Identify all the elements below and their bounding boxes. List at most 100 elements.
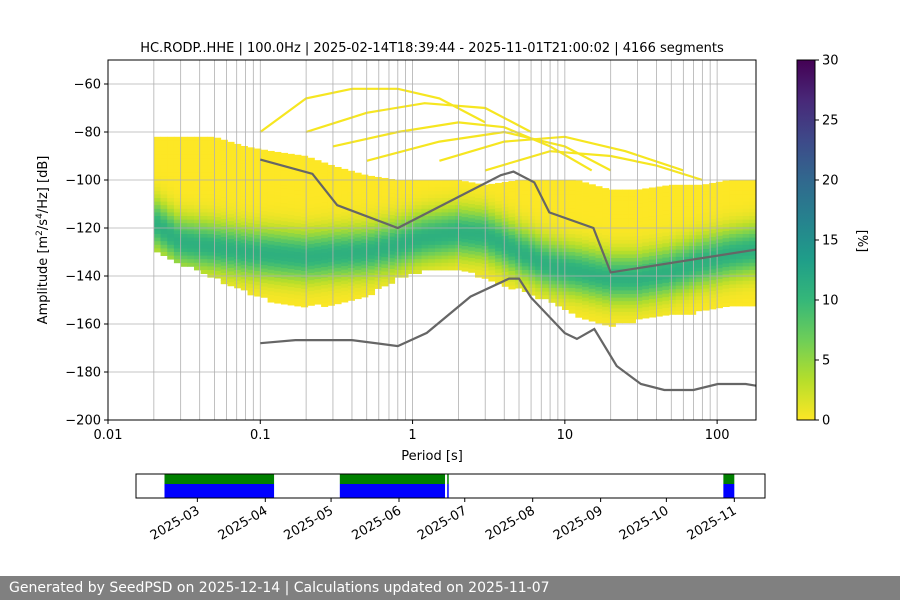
psd-cell (160, 201, 168, 206)
psd-cell (214, 202, 222, 207)
psd-cell (301, 292, 309, 297)
psd-cell (461, 242, 469, 247)
psd-cell (274, 169, 282, 174)
psd-cell (227, 141, 235, 146)
psd-cell (535, 262, 543, 267)
psd-cell (240, 217, 248, 222)
psd-cell (702, 281, 710, 286)
psd-cell (615, 279, 623, 284)
psd-cell (414, 248, 422, 253)
psd-cell (568, 295, 576, 300)
psd-cell (207, 262, 215, 267)
psd-cell (180, 237, 188, 242)
psd-cell (280, 246, 289, 251)
psd-cell (361, 185, 369, 190)
psd-cell (642, 238, 650, 243)
psd-cell (327, 290, 335, 295)
psd-cell (428, 241, 436, 246)
psd-cell (622, 319, 630, 324)
psd-cell (388, 254, 396, 259)
psd-cell (595, 269, 603, 274)
psd-cell (568, 288, 576, 292)
psd-cell (260, 254, 268, 259)
psd-cell (461, 181, 469, 186)
psd-cell (408, 183, 416, 188)
psd-cell (274, 180, 282, 185)
psd-cell (294, 277, 302, 282)
psd-cell (468, 232, 476, 237)
psd-cell (247, 291, 255, 296)
psd-cell (200, 252, 208, 256)
psd-cell (187, 219, 195, 224)
psd-cell (234, 219, 242, 224)
psd-cell (474, 241, 483, 246)
psd-cell (367, 276, 376, 281)
psd-cell (214, 162, 222, 167)
psd-cell (729, 280, 737, 285)
psd-cell (381, 242, 389, 247)
psd-cell (260, 185, 268, 190)
psd-cell (234, 147, 242, 152)
psd-cell (595, 265, 603, 270)
y-tick-label: −100 (65, 174, 101, 189)
psd-cell (220, 168, 228, 173)
psd-cell (301, 166, 309, 171)
psd-cell (361, 239, 369, 244)
psd-cell (167, 183, 175, 188)
psd-cell (548, 219, 556, 224)
psd-cell (287, 211, 295, 216)
psd-cell (555, 280, 563, 285)
psd-cell (662, 192, 670, 197)
psd-cell (695, 267, 703, 272)
psd-cell (374, 277, 382, 282)
psd-cell (307, 193, 315, 198)
psd-cell (321, 277, 329, 282)
psd-cell (361, 289, 369, 294)
psd-cell (374, 238, 382, 243)
psd-cell (615, 189, 623, 194)
psd-cell (702, 230, 710, 235)
psd-cell (535, 259, 543, 264)
psd-cell (615, 243, 623, 248)
psd-cell (695, 242, 703, 247)
psd-cell (695, 228, 703, 232)
psd-cell (628, 189, 636, 194)
psd-cell (220, 276, 228, 281)
psd-cell (381, 282, 389, 287)
psd-cell (408, 205, 416, 210)
timeline-tick-label: 2025-11 (685, 503, 740, 543)
psd-cell (334, 213, 342, 218)
psd-cell (254, 242, 262, 247)
psd-cell (354, 284, 362, 289)
psd-cell (334, 296, 342, 301)
psd-cell (374, 184, 382, 189)
psd-cell (367, 201, 376, 206)
psd-cell (662, 214, 670, 219)
psd-cell (287, 261, 295, 266)
psd-cell (548, 216, 556, 220)
psd-cell (347, 181, 355, 186)
psd-cell (568, 201, 576, 206)
psd-cell (742, 223, 750, 228)
psd-cell (220, 182, 228, 187)
psd-cell (173, 158, 181, 163)
psd-cell (408, 212, 416, 217)
psd-cell (622, 247, 630, 252)
psd-cell (173, 172, 181, 177)
psd-cell (742, 190, 750, 195)
psd-cell (722, 180, 730, 185)
psd-cell (561, 306, 570, 310)
psd-cell (207, 162, 215, 166)
psd-cell (735, 288, 744, 292)
psd-cell (602, 242, 610, 247)
psd-cell (267, 280, 275, 285)
psd-cell (247, 161, 255, 166)
psd-cell (234, 241, 242, 246)
psd-cell (689, 285, 697, 290)
psd-cell (428, 190, 436, 195)
psd-cell (682, 253, 690, 258)
psd-cell (528, 216, 536, 220)
psd-cell (541, 219, 549, 224)
psd-cell (635, 200, 643, 205)
psd-cell (401, 198, 409, 202)
